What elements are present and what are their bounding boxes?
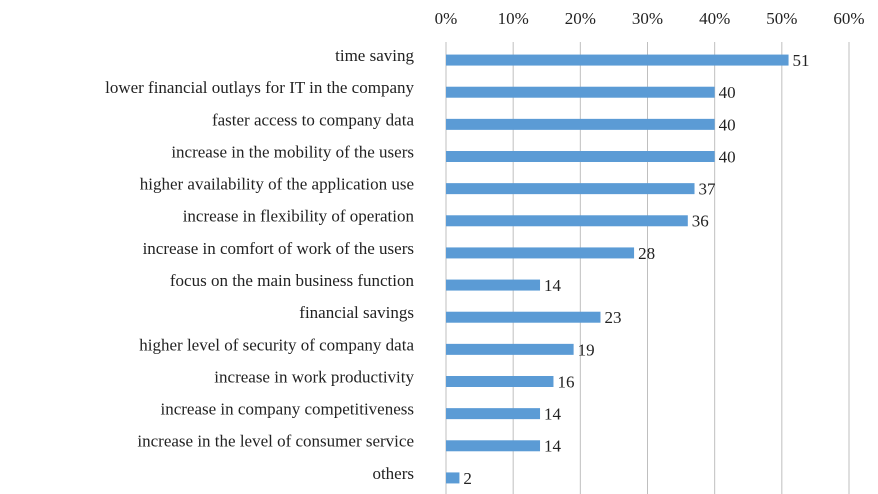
data-label: 14 [544, 405, 562, 424]
category-label: time saving [335, 46, 414, 65]
data-label: 14 [544, 437, 562, 456]
bar [446, 376, 554, 387]
bar [446, 247, 635, 259]
data-label: 14 [544, 276, 562, 295]
bar [446, 183, 695, 195]
x-tick-label: 30% [632, 9, 663, 28]
bar [446, 408, 541, 420]
category-label: increase in the level of consumer servic… [137, 432, 414, 451]
data-label: 51 [793, 51, 810, 70]
bar [446, 311, 601, 323]
category-label: higher level of security of company data [139, 335, 414, 354]
x-tick-label: 40% [699, 9, 730, 28]
category-label: increase in the mobility of the users [171, 142, 414, 161]
category-label: lower financial outlays for IT in the co… [105, 78, 414, 97]
bar [446, 118, 715, 130]
bar [446, 343, 574, 355]
category-label: increase in work productivity [214, 367, 414, 386]
category-label: increase in company competitiveness [161, 400, 415, 419]
data-label: 36 [692, 212, 709, 231]
category-label: increase in comfort of work of the users [143, 239, 414, 258]
x-tick-label: 0% [435, 9, 458, 28]
category-label: others [372, 464, 414, 483]
x-tick-label: 20% [565, 9, 596, 28]
category-label: increase in flexibility of operation [183, 207, 415, 226]
data-label: 40 [719, 147, 736, 166]
bar [446, 86, 715, 98]
category-label: financial savings [299, 303, 414, 322]
x-tick-label: 50% [766, 9, 797, 28]
data-label: 19 [578, 340, 595, 359]
data-label: 2 [463, 469, 472, 488]
x-tick-label: 10% [498, 9, 529, 28]
bar [446, 54, 789, 66]
data-label: 16 [557, 372, 574, 391]
bar [446, 151, 715, 162]
category-label: focus on the main business function [170, 271, 415, 290]
category-label: faster access to company data [212, 110, 414, 129]
x-tick-label: 60% [833, 9, 864, 28]
data-label: 23 [604, 308, 621, 327]
bar [446, 472, 460, 484]
data-label: 40 [719, 115, 736, 134]
bar [446, 279, 541, 291]
data-label: 28 [638, 244, 655, 263]
bar [446, 440, 541, 452]
category-label: higher availability of the application u… [140, 175, 414, 194]
bar [446, 215, 688, 227]
data-label: 37 [699, 180, 717, 199]
data-label: 40 [719, 83, 736, 102]
